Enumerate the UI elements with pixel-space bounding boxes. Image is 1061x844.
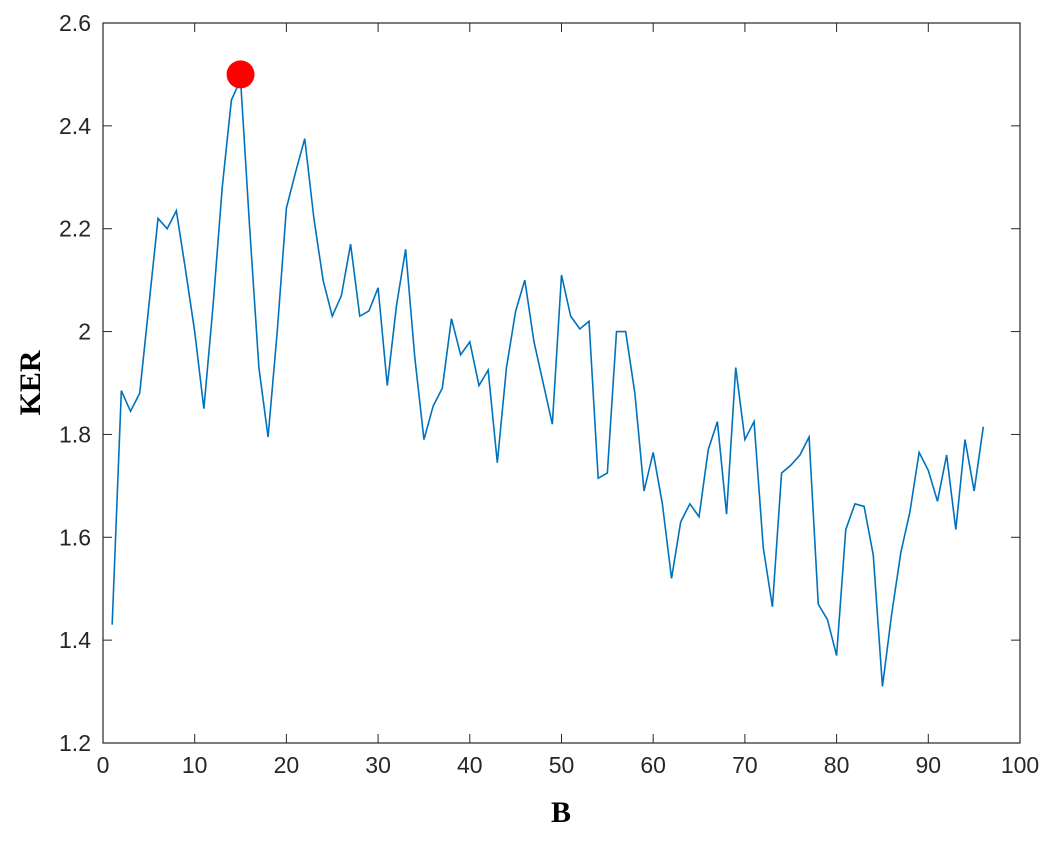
x-tick-label: 100 <box>1001 752 1039 778</box>
x-tick-label: 30 <box>365 752 391 778</box>
x-tick-label: 70 <box>732 752 758 778</box>
x-tick-label: 0 <box>97 752 110 778</box>
x-tick-label: 80 <box>824 752 850 778</box>
y-tick-label: 1.8 <box>59 421 91 447</box>
x-axis-label: B <box>551 796 571 829</box>
y-tick-label: 2.6 <box>59 10 91 36</box>
highlight-point <box>226 60 255 89</box>
x-tick-label: 40 <box>457 752 483 778</box>
y-tick-label: 1.6 <box>59 524 91 550</box>
x-tick-label: 10 <box>182 752 208 778</box>
data-line <box>111 79 985 687</box>
y-tick-label: 2.2 <box>59 216 91 242</box>
plot-frame <box>102 22 1021 744</box>
x-tick-label: 60 <box>640 752 666 778</box>
x-tick-label: 90 <box>916 752 942 778</box>
y-tick-label: 1.2 <box>59 730 91 756</box>
x-tick-label: 20 <box>274 752 300 778</box>
y-tick-label: 1.4 <box>59 627 91 653</box>
y-axis-label: KER <box>14 350 47 415</box>
y-tick-label: 2.4 <box>59 113 91 139</box>
y-tick-label: 2 <box>78 319 91 345</box>
x-tick-label: 50 <box>549 752 575 778</box>
